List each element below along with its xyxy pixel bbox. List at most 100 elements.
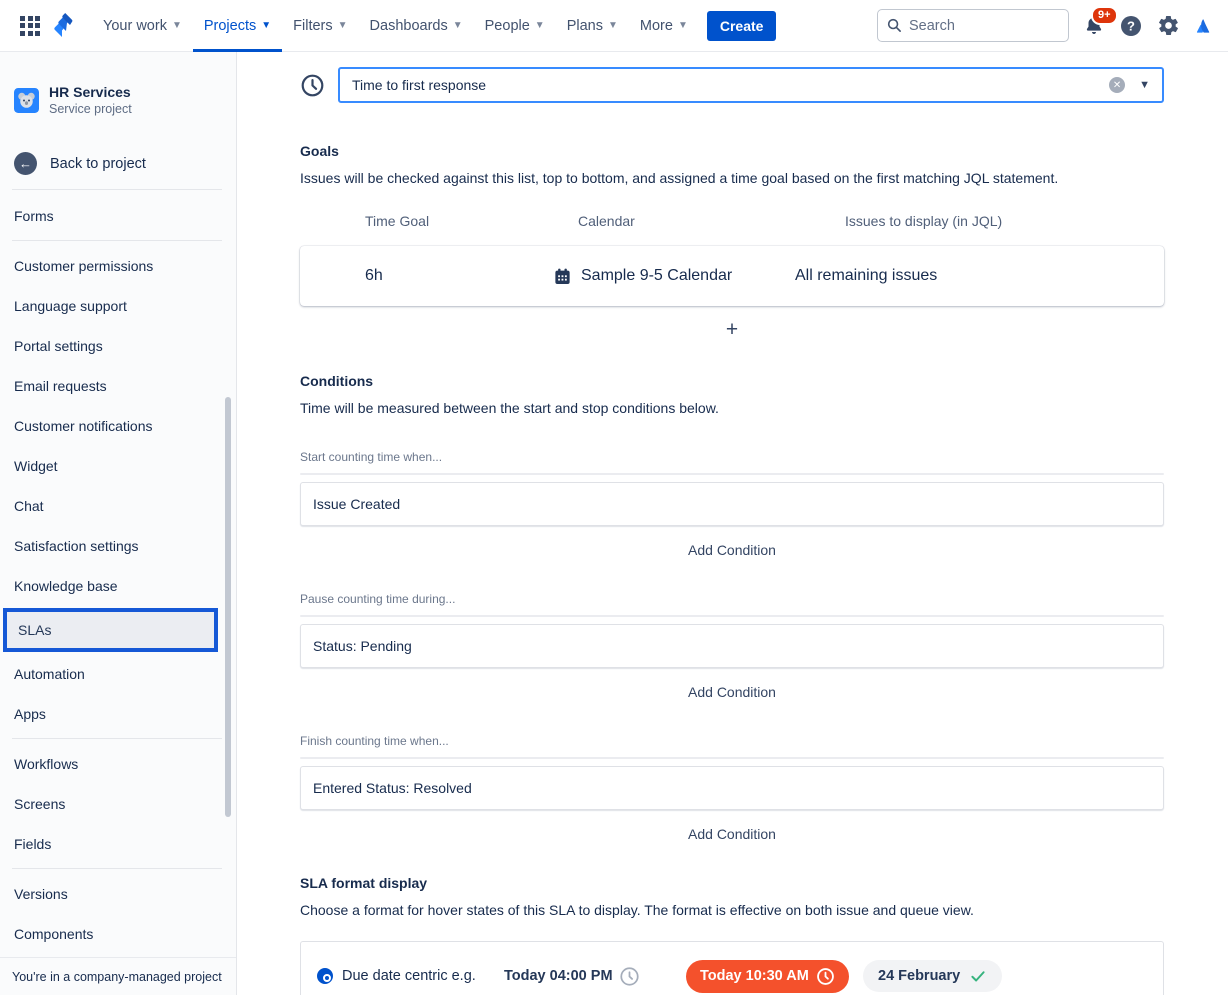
nav-item-dashboards[interactable]: Dashboards ▼ <box>369 17 463 34</box>
managed-project-footer: You're in a company-managed project <box>0 957 236 995</box>
column-calendar: Calendar <box>578 213 635 229</box>
clock-icon <box>816 967 834 985</box>
sidebar-item-forms[interactable]: Forms <box>14 208 54 224</box>
sla-settings-main: Time to first response ✕ ▼ Goals Issues … <box>237 52 1228 995</box>
goal-time: 6h <box>365 267 383 284</box>
goal-row[interactable]: 6h Sample 9-5 Calendar All remaining iss… <box>300 246 1164 306</box>
notifications-badge: 9+ <box>1091 5 1118 25</box>
search-box[interactable] <box>877 9 1069 42</box>
format-heading: SLA format display <box>300 875 428 891</box>
nav-item-plans[interactable]: Plans ▼ <box>566 17 618 34</box>
divider <box>12 240 222 241</box>
goal-jql: All remaining issues <box>795 267 938 284</box>
chevron-down-icon[interactable]: ▼ <box>1139 79 1150 91</box>
sidebar-item-email-requests[interactable]: Email requests <box>14 378 107 394</box>
add-goal-button[interactable]: + <box>725 318 739 341</box>
help-button[interactable]: ? <box>1119 14 1143 38</box>
chevron-down-icon: ▼ <box>534 20 545 31</box>
due-date-met-pill: 24 February <box>863 960 1003 992</box>
gear-icon <box>1159 16 1178 35</box>
sidebar-item-automation[interactable]: Automation <box>14 666 85 682</box>
back-to-project[interactable]: ← Back to project <box>0 152 236 175</box>
app-switcher-icon[interactable] <box>20 15 40 36</box>
project-settings-sidebar: HR Services Service project ← Back to pr… <box>0 52 237 995</box>
sidebar-item-fields[interactable]: Fields <box>14 836 52 852</box>
column-time-goal: Time Goal <box>365 213 430 229</box>
chevron-down-icon: ▼ <box>677 20 688 31</box>
sla-name-select[interactable]: Time to first response ✕ ▼ <box>338 67 1164 103</box>
divider <box>12 738 222 739</box>
sidebar-item-apps[interactable]: Apps <box>14 706 46 722</box>
atlassian-logo-icon[interactable] <box>1194 16 1214 36</box>
start-condition-label: Start counting time when... <box>300 450 443 464</box>
question-icon: ? <box>1121 15 1141 36</box>
nav-item-projects[interactable]: Projects ▼ <box>192 0 283 52</box>
divider <box>12 189 222 190</box>
divider <box>12 868 222 869</box>
sidebar-item-workflows[interactable]: Workflows <box>14 756 79 772</box>
notifications-button[interactable]: 9+ <box>1083 5 1118 37</box>
pause-condition-card[interactable]: Status: Pending <box>300 624 1164 668</box>
finish-condition-card[interactable]: Entered Status: Resolved <box>300 766 1164 810</box>
create-button[interactable]: Create <box>706 10 777 41</box>
calendar-icon <box>555 268 570 284</box>
chevron-down-icon: ▼ <box>261 20 272 31</box>
check-icon <box>971 971 985 982</box>
goals-description: Issues will be checked against this list… <box>300 170 1059 186</box>
nav-item-more[interactable]: More ▼ <box>639 17 688 34</box>
conditions-description: Time will be measured between the start … <box>300 400 719 416</box>
add-finish-condition-link[interactable]: Add Condition <box>688 826 776 842</box>
sidebar-item-knowledge-base[interactable]: Knowledge base <box>14 578 118 594</box>
due-date-normal-example: Today 04:00 PM <box>504 968 613 984</box>
sla-select-value: Time to first response <box>352 77 487 93</box>
sidebar-item-customer-permissions[interactable]: Customer permissions <box>14 258 154 274</box>
sidebar-scrollbar[interactable] <box>225 397 231 817</box>
format-options-card: Due date centric e.g. Today 04:00 PM Tod… <box>300 941 1164 995</box>
add-pause-condition-link[interactable]: Add Condition <box>688 684 776 700</box>
sidebar-item-customer-notifications[interactable]: Customer notifications <box>14 418 153 434</box>
clock-icon <box>301 74 324 96</box>
due-date-centric-label: Due date centric e.g. <box>342 968 476 984</box>
sidebar-item-screens[interactable]: Screens <box>14 796 66 812</box>
goals-table-header: Time Goal Calendar Issues to display (in… <box>300 213 1164 229</box>
divider <box>300 473 1164 475</box>
back-arrow-icon: ← <box>14 152 37 175</box>
sidebar-item-widget[interactable]: Widget <box>14 458 58 474</box>
sidebar-item-portal-settings[interactable]: Portal settings <box>14 338 103 354</box>
project-avatar <box>14 87 39 113</box>
sidebar-item-components[interactable]: Components <box>14 926 94 942</box>
nav-item-people[interactable]: People ▼ <box>484 17 545 34</box>
clear-icon[interactable]: ✕ <box>1109 77 1126 93</box>
nav-item-filters[interactable]: Filters ▼ <box>293 17 348 34</box>
settings-button[interactable] <box>1157 14 1180 37</box>
sidebar-item-language-support[interactable]: Language support <box>14 298 127 314</box>
format-option-due-date: Due date centric e.g. Today 04:00 PM Tod… <box>317 954 1163 995</box>
clock-icon <box>619 966 639 986</box>
sidebar-item-chat[interactable]: Chat <box>14 498 44 514</box>
column-jql: Issues to display (in JQL) <box>845 213 1003 229</box>
sidebar-item-versions[interactable]: Versions <box>14 886 68 902</box>
sidebar-item-slas[interactable]: SLAs <box>3 608 218 652</box>
chevron-down-icon: ▼ <box>607 20 618 31</box>
project-header: HR Services Service project <box>0 84 236 116</box>
start-condition-card[interactable]: Issue Created <box>300 482 1164 526</box>
chevron-down-icon: ▼ <box>171 20 182 31</box>
search-icon <box>887 18 901 32</box>
goal-calendar: Sample 9-5 Calendar <box>581 267 733 284</box>
search-input[interactable] <box>909 17 1049 34</box>
add-start-condition-link[interactable]: Add Condition <box>688 542 776 558</box>
format-description: Choose a format for hover states of this… <box>300 902 974 918</box>
conditions-heading: Conditions <box>300 373 374 389</box>
sidebar-item-satisfaction-settings[interactable]: Satisfaction settings <box>14 538 139 554</box>
chevron-down-icon: ▼ <box>337 20 348 31</box>
nav-item-your-work[interactable]: Your work ▼ <box>103 17 182 34</box>
due-date-centric-radio[interactable] <box>317 968 333 984</box>
divider <box>300 615 1164 617</box>
goals-heading: Goals <box>300 143 339 159</box>
jira-logo-icon[interactable] <box>50 12 76 39</box>
chevron-down-icon: ▼ <box>452 20 463 31</box>
divider <box>300 757 1164 759</box>
svg-text:?: ? <box>1127 18 1135 33</box>
project-name: HR Services <box>49 84 131 100</box>
due-date-overdue-pill: Today 10:30 AM <box>686 959 849 993</box>
